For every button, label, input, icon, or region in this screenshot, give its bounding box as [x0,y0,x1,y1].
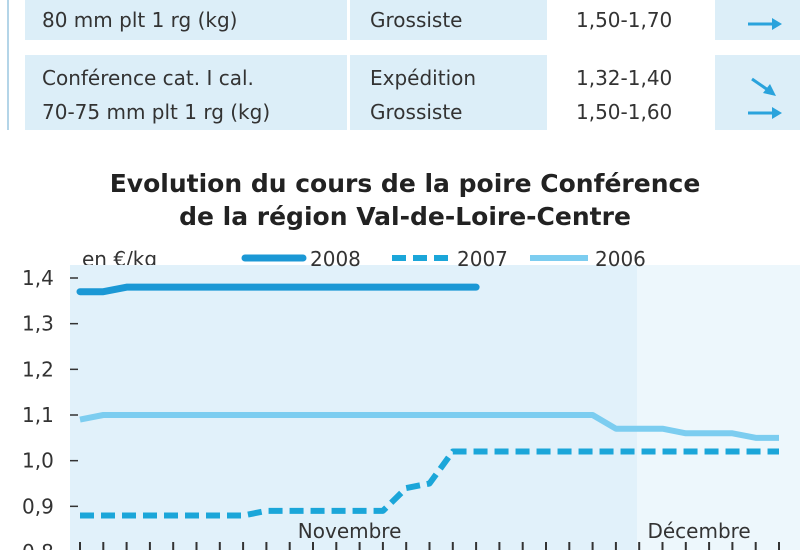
cell-text: 70-75 mm plt 1 rg (kg) [42,100,270,124]
price-table: 80 mm plt 1 rg (kg) Grossiste 1,50-1,70 … [25,0,800,130]
arrow-head [772,107,782,119]
legend-label: 2008 [310,247,361,271]
chart: 0,8 0,9 1,0 1,1 1,2 1,3 1,4 Novembre Décembre 200… [22,247,780,550]
cell-text: 80 mm plt 1 rg (kg) [42,8,237,32]
y-tick-label: 1,1 [22,403,54,427]
x-tick-label: Décembre [647,519,750,543]
series-line [76,283,480,296]
cell [550,55,712,130]
cell-text: Expédition [370,66,476,90]
cell-text: Grossiste [370,100,462,124]
series-line [79,412,779,441]
y-tick-label: 1,0 [22,449,54,473]
cell-text: 1,32-1,40 [576,66,672,90]
y-tick-label: 1,3 [22,312,54,336]
series-line [80,448,779,519]
cell [25,55,347,130]
legend-label: 2006 [595,247,646,271]
arrow-down [751,77,769,92]
cell [715,0,800,40]
y-tick-label: 1,4 [22,266,54,290]
cell [350,0,547,40]
x-tick-label: Novembre [298,519,402,543]
trend-icons [748,18,782,119]
arrow-head [772,18,782,30]
plot-area-month [637,265,800,550]
cell [25,0,347,40]
cell [350,55,547,130]
y-tick-label: 0,8 [22,540,54,550]
cell [715,55,800,130]
cell-text: Grossiste [370,8,462,32]
y-tick-label: 0,9 [22,494,54,518]
y-tick-label: 1,2 [22,357,54,381]
arrow-head [763,84,776,96]
chart-title: de la région Val-de-Loire-Centre [179,202,631,231]
legend-label: 2007 [457,247,508,271]
chart-title: Evolution du cours de la poire Conférenc… [110,169,701,198]
cell-text: 1,50-1,70 [576,8,672,32]
cell [550,0,712,40]
cell-text: 1,50-1,60 [576,100,672,124]
cell-text: Conférence cat. I cal. [42,66,254,90]
